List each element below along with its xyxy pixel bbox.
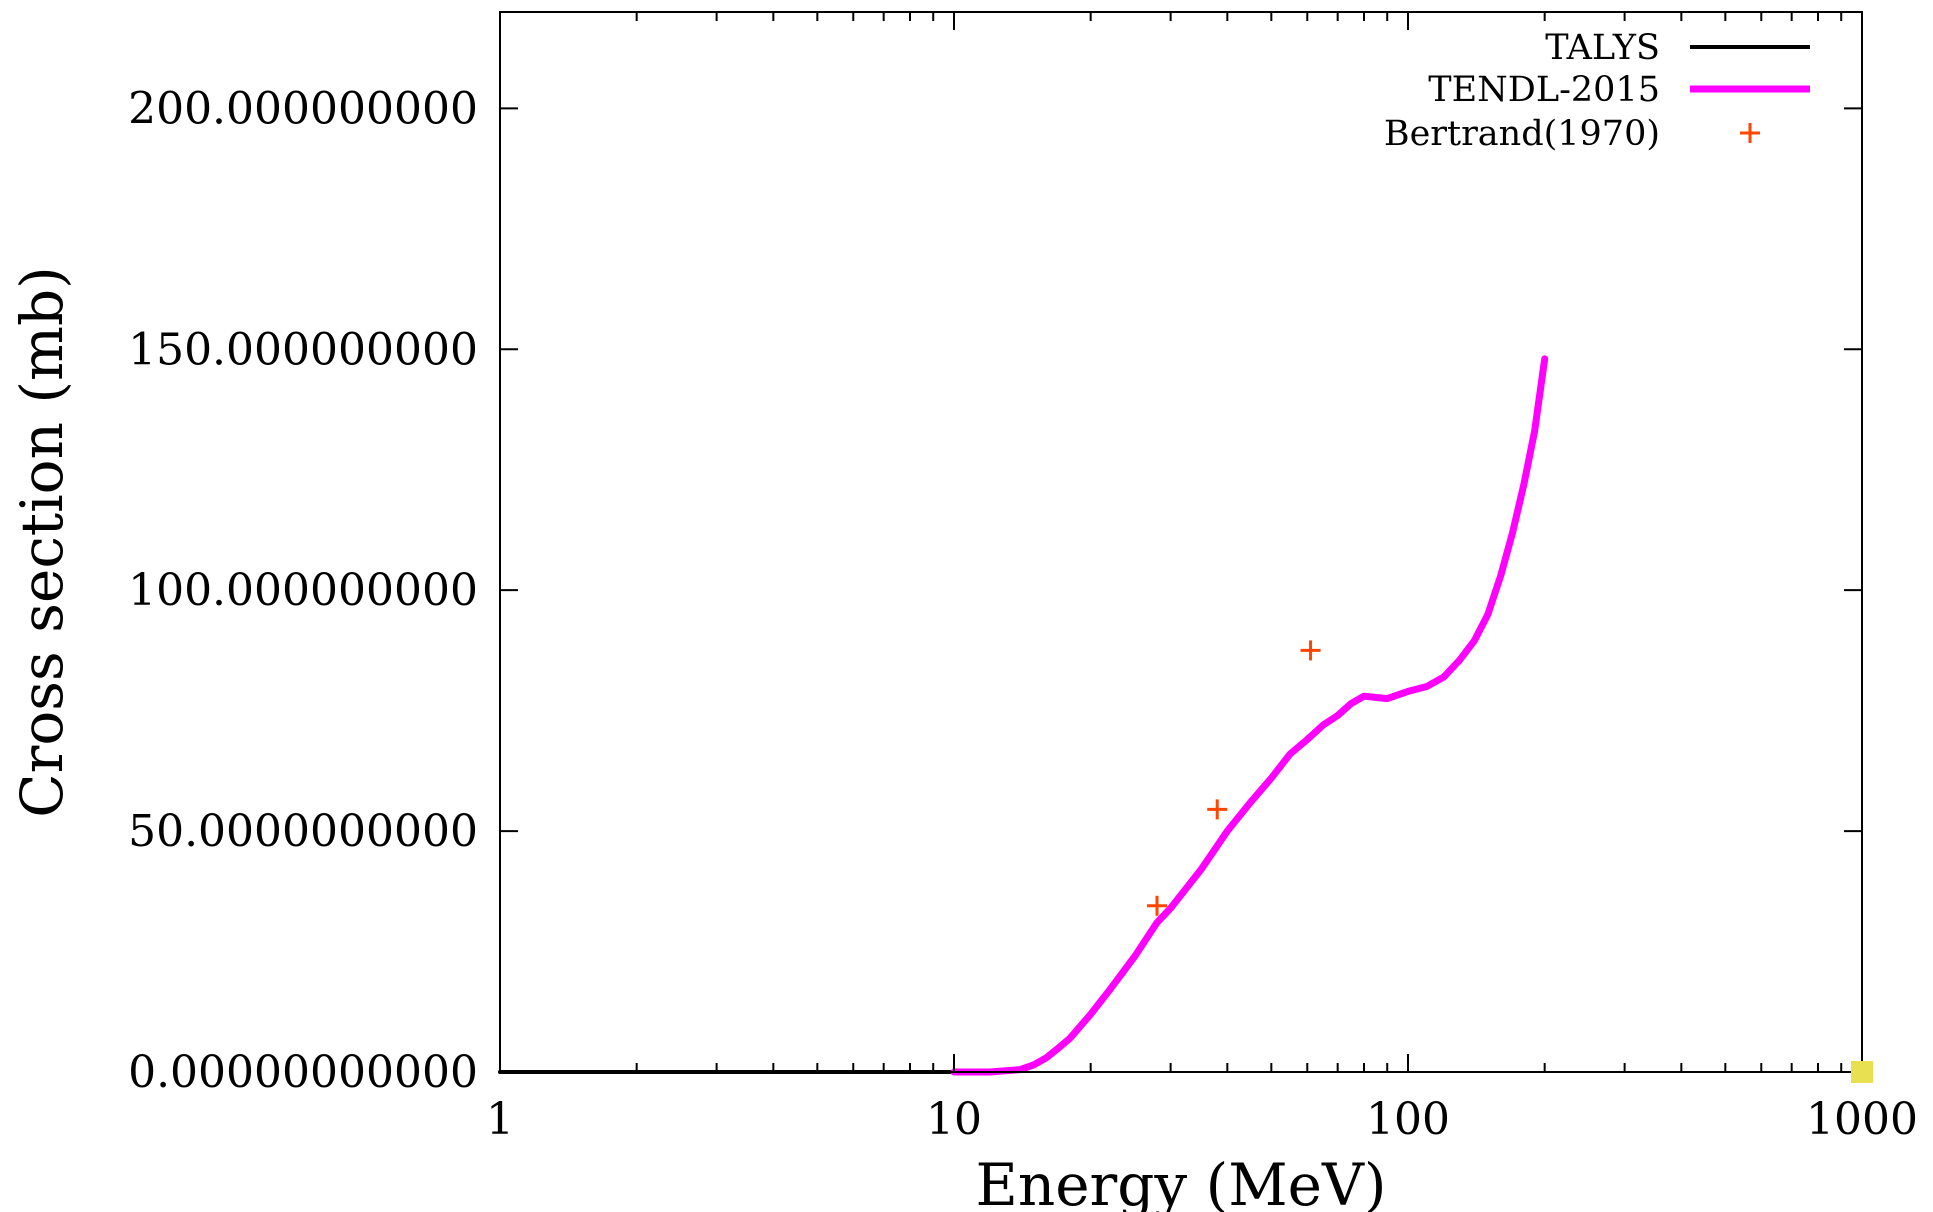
x-axis: 1 10 100 1000 [486,12,1918,1145]
plot-frame [499,11,1863,1073]
x-tick-label: 1 [486,1094,514,1145]
x-tick-label: 10 [926,1094,982,1145]
legend-swatch-marker [1740,123,1760,143]
y-tick-label: 100.000000000 [128,565,478,616]
legend-label: TENDL-2015 [1428,70,1660,110]
x-tick-label: 100 [1366,1094,1450,1145]
series-line-tendl-2015 [950,355,1549,1076]
x-axis-title: Energy (MeV) [976,1151,1387,1212]
y-tick-label: 0.00000000000 [128,1047,478,1098]
corner-marker [1851,1061,1873,1083]
data-point-marker [1147,895,1168,916]
y-tick-label: 200.000000000 [128,83,478,134]
legend-label: TALYS [1545,28,1660,68]
y-tick-label: 50.0000000000 [128,806,478,857]
y-axis-title: Cross section (mb) [8,266,76,818]
x-tick-label: 1000 [1806,1094,1918,1145]
y-tick-label: 150.000000000 [128,324,478,375]
data-point-marker [1207,799,1228,820]
data-point-marker [1300,640,1321,661]
legend-label: Bertrand(1970) [1384,114,1660,154]
y-axis: 0.00000000000 50.0000000000 100.000000000 1… [128,83,1862,1098]
